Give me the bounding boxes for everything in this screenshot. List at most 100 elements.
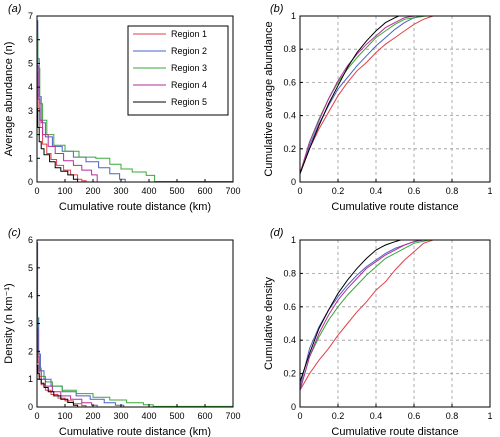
series-line-region-1 (37, 72, 87, 182)
y-axis-label: Density (n km⁻¹) (3, 283, 15, 363)
y-tick-label: 0 (28, 177, 33, 187)
y-tick-label: 1 (291, 11, 296, 21)
panel-2: (b) 0 0.2 0.4 0.6 0.8 1 0 0.2 0.4 0.6 0.8 1 Cumulativ… (263, 3, 493, 213)
x-tick-label: 700 (225, 411, 240, 421)
series-line-region-4 (299, 239, 420, 391)
axes-frame (36, 15, 234, 183)
axes-frame (299, 239, 491, 408)
series-line-region-1 (299, 15, 434, 174)
panel-label: (a) (8, 3, 22, 15)
y-axis-label: Cumulative average abundance (263, 21, 275, 176)
panel-label: (b) (270, 3, 284, 15)
panel-4: (d) 0 0.2 0.4 0.6 0.8 1 0 0.2 0.4 0.6 0.8 1 Cumulativ… (263, 227, 493, 437)
y-tick-label: 5 (28, 58, 33, 68)
y-axis-label: Cumulative density (263, 277, 275, 370)
y-tick-label: 0.4 (283, 111, 296, 121)
x-axis-label: Cumulative route distance (km) (59, 426, 211, 437)
y-tick-label: 4 (28, 82, 33, 92)
x-tick-label: 400 (141, 186, 156, 196)
legend-box (127, 25, 229, 116)
series-line-region-1 (299, 239, 434, 391)
x-tick-label: 0 (297, 411, 302, 421)
x-tick-label: 0.4 (370, 186, 383, 196)
y-tick-label: 0.2 (283, 369, 296, 379)
x-tick-label: 400 (141, 411, 156, 421)
y-tick-label: 3 (28, 106, 33, 116)
series-line-region-4 (37, 328, 98, 407)
x-tick-label: 1 (487, 411, 492, 421)
x-tick-label: 300 (113, 411, 128, 421)
y-tick-label: 1 (28, 153, 33, 163)
x-tick-label: 0.6 (408, 186, 421, 196)
x-tick-label: 0 (34, 411, 39, 421)
axes-frame (36, 239, 234, 408)
x-tick-label: 200 (85, 411, 100, 421)
series-line-region-5 (37, 364, 79, 407)
series-line-region-4 (299, 15, 415, 174)
panel-1: (a) 0 100 200 300 400 500 600 700 0 1 2 3 4 5 6 7 Cumulat… (3, 3, 241, 213)
x-tick-label: 0 (297, 186, 302, 196)
legend-entry: Region 1 (171, 29, 207, 39)
series-line-region-2 (299, 15, 424, 174)
x-tick-label: 600 (197, 186, 212, 196)
x-tick-label: 0.2 (332, 411, 345, 421)
y-tick-label: 0.6 (283, 302, 296, 312)
y-tick-label: 2 (28, 130, 33, 140)
y-tick-label: 3 (28, 319, 33, 329)
x-axis-label: Cumulative route distance (331, 201, 458, 213)
x-tick-label: 0.8 (446, 186, 459, 196)
y-tick-label: 5 (28, 263, 33, 273)
x-tick-label: 100 (57, 186, 72, 196)
y-tick-label: 1 (291, 235, 296, 245)
legend-entry: Region 2 (171, 46, 207, 56)
x-tick-label: 300 (113, 186, 128, 196)
y-tick-label: 0.8 (283, 268, 296, 278)
x-tick-label: 0.2 (332, 186, 345, 196)
legend-entry: Region 4 (171, 80, 207, 90)
y-tick-label: 0.6 (283, 77, 296, 87)
x-axis-label: Cumulative route distance (km) (59, 201, 211, 213)
axes-frame (299, 15, 491, 183)
y-tick-label: 6 (28, 35, 33, 45)
x-tick-label: 1 (487, 186, 492, 196)
y-tick-label: 0.2 (283, 144, 296, 154)
series-line-region-4 (37, 65, 98, 182)
series-line-region-5 (299, 239, 401, 383)
legend: Region 1 Region 2 Region 3 Region 4 Region 5 (127, 25, 229, 116)
panel-label: (d) (270, 227, 284, 239)
y-tick-label: 0.4 (283, 335, 296, 345)
y-tick-label: 0 (28, 402, 33, 412)
panel-label: (c) (8, 227, 21, 239)
legend-entry: Region 3 (171, 63, 207, 73)
panel-3: (c) 0 100 200 300 400 500 600 700 0 1 2 3 4 5 6 Cumulati… (3, 227, 241, 437)
y-tick-label: 4 (28, 291, 33, 301)
x-tick-label: 500 (169, 411, 184, 421)
series-line-region-5 (37, 108, 79, 182)
y-tick-label: 0.8 (283, 44, 296, 54)
x-tick-label: 0.4 (370, 411, 383, 421)
series-line-region-3 (37, 34, 233, 182)
series-line-region-3 (37, 317, 233, 407)
x-tick-label: 200 (85, 186, 100, 196)
y-tick-label: 6 (28, 235, 33, 245)
x-tick-label: 600 (197, 411, 212, 421)
series-line-region-2 (299, 239, 424, 388)
legend-entry: Region 5 (171, 97, 207, 107)
series-line-region-5 (299, 15, 400, 174)
y-tick-label: 0 (291, 177, 296, 187)
x-tick-label: 0 (34, 186, 39, 196)
x-tick-label: 0.8 (446, 411, 459, 421)
x-tick-label: 500 (169, 186, 184, 196)
series-line-region-2 (37, 20, 126, 182)
x-tick-label: 100 (57, 411, 72, 421)
y-tick-label: 2 (28, 346, 33, 356)
series-line-region-3 (299, 239, 430, 391)
x-tick-label: 700 (225, 186, 240, 196)
series-line-region-3 (299, 15, 426, 174)
y-tick-label: 7 (28, 11, 33, 21)
x-axis-label: Cumulative route distance (331, 426, 458, 437)
y-tick-label: 0 (291, 402, 296, 412)
y-axis-label: Average abundance (n) (3, 42, 15, 157)
x-tick-label: 0.6 (408, 411, 421, 421)
